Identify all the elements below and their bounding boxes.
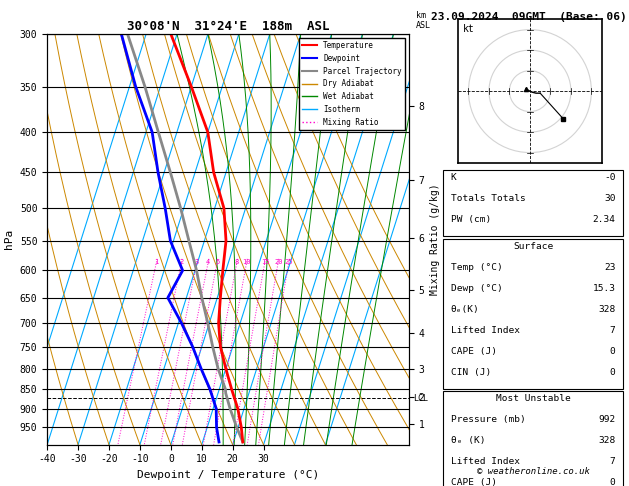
Text: 15.3: 15.3 (593, 284, 616, 293)
Title: 30°08'N  31°24'E  188m  ASL: 30°08'N 31°24'E 188m ASL (127, 20, 329, 33)
Text: Totals Totals: Totals Totals (450, 194, 525, 203)
Text: Surface: Surface (513, 242, 553, 251)
Text: Lifted Index: Lifted Index (450, 326, 520, 335)
Bar (443, 239, 623, 389)
Text: 7: 7 (610, 326, 616, 335)
Text: 328: 328 (598, 305, 616, 313)
X-axis label: Dewpoint / Temperature (°C): Dewpoint / Temperature (°C) (137, 470, 319, 480)
Bar (443, 170, 623, 236)
Text: 992: 992 (598, 415, 616, 424)
Text: Pressure (mb): Pressure (mb) (450, 415, 525, 424)
Text: CAPE (J): CAPE (J) (450, 347, 497, 356)
Text: 1: 1 (154, 259, 159, 265)
Text: 3: 3 (195, 259, 199, 265)
Text: Most Unstable: Most Unstable (496, 394, 571, 403)
Text: 2.34: 2.34 (593, 215, 616, 224)
Text: 0: 0 (610, 347, 616, 356)
Text: CAPE (J): CAPE (J) (450, 478, 497, 486)
Text: K: K (450, 173, 457, 182)
Text: km
ASL: km ASL (416, 11, 431, 30)
Bar (443, 391, 623, 486)
Text: 30: 30 (604, 194, 616, 203)
Text: θₑ(K): θₑ(K) (450, 305, 479, 313)
Text: 20: 20 (274, 259, 282, 265)
Text: CIN (J): CIN (J) (450, 367, 491, 377)
Legend: Temperature, Dewpoint, Parcel Trajectory, Dry Adiabat, Wet Adiabat, Isotherm, Mi: Temperature, Dewpoint, Parcel Trajectory… (299, 38, 405, 130)
Text: 8: 8 (235, 259, 239, 265)
Text: 25: 25 (284, 259, 293, 265)
Text: kt: kt (462, 24, 474, 34)
Text: LCL: LCL (413, 394, 428, 403)
Text: 328: 328 (598, 436, 616, 445)
Text: Lifted Index: Lifted Index (450, 457, 520, 466)
Text: -0: -0 (604, 173, 616, 182)
Text: 0: 0 (610, 367, 616, 377)
Text: 0: 0 (610, 478, 616, 486)
Text: 10: 10 (243, 259, 251, 265)
Text: PW (cm): PW (cm) (450, 215, 491, 224)
Text: Temp (°C): Temp (°C) (450, 263, 503, 272)
Text: 23.09.2024  09GMT  (Base: 06): 23.09.2024 09GMT (Base: 06) (431, 12, 626, 22)
Text: Dewp (°C): Dewp (°C) (450, 284, 503, 293)
Text: © weatheronline.co.uk: © weatheronline.co.uk (477, 467, 589, 476)
Y-axis label: hPa: hPa (4, 229, 14, 249)
Text: 23: 23 (604, 263, 616, 272)
Y-axis label: Mixing Ratio (g/kg): Mixing Ratio (g/kg) (430, 184, 440, 295)
Text: 2: 2 (179, 259, 184, 265)
Text: 15: 15 (260, 259, 269, 265)
Text: 4: 4 (206, 259, 210, 265)
Text: θₑ (K): θₑ (K) (450, 436, 485, 445)
Text: 7: 7 (610, 457, 616, 466)
Text: 5: 5 (215, 259, 220, 265)
